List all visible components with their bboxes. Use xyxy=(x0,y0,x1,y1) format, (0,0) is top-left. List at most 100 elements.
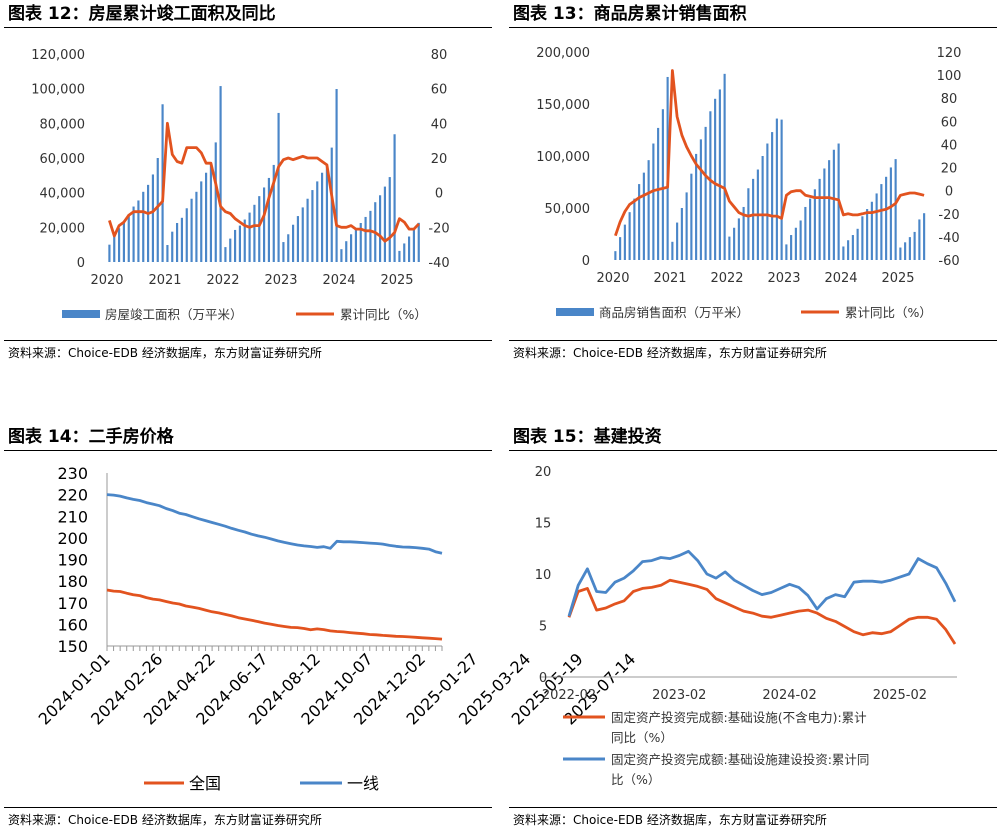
chart-13-plot: 0 50,000 100,000 150,000 200,000 -60 -40 -20 0 20… xyxy=(536,46,962,320)
y2-tick-label: -60 xyxy=(938,254,959,269)
bar xyxy=(122,223,126,262)
y-tick-label: 150,000 xyxy=(536,98,590,113)
bar xyxy=(870,201,873,260)
y2-tick-label: -40 xyxy=(428,256,449,271)
bar xyxy=(417,222,420,262)
y-tick-label: 80,000 xyxy=(40,117,86,132)
bar xyxy=(676,222,679,260)
bar xyxy=(614,251,617,260)
bar xyxy=(311,190,314,262)
y-tick-label: 20 xyxy=(535,465,552,480)
bar xyxy=(918,219,921,260)
source-note: 资料来源：Choice-EDB 经济数据库，东方财富证券研究所 xyxy=(4,807,492,828)
bar xyxy=(790,235,793,260)
y2-tick-label: -40 xyxy=(938,231,959,246)
bar xyxy=(407,236,411,262)
series-line xyxy=(614,69,925,237)
y-tick-label: 210 xyxy=(57,507,88,526)
legend-label: 全国 xyxy=(189,774,221,793)
x-tick-label: 2024 xyxy=(322,273,355,288)
x-tick-label: 2025 xyxy=(380,273,413,288)
bar xyxy=(690,173,693,260)
x-tick-label: 2022-02 xyxy=(542,688,596,703)
legend-swatch-bar xyxy=(62,310,100,318)
bar xyxy=(204,172,208,262)
y-tick-label: 50,000 xyxy=(545,202,591,217)
bar xyxy=(661,109,664,260)
legend-label: 比（%） xyxy=(611,772,660,787)
bar xyxy=(209,162,213,262)
source-note: 资料来源：Choice-EDB 经济数据库，东方财富证券研究所 xyxy=(509,807,997,828)
bar xyxy=(794,227,797,260)
bar xyxy=(282,242,285,262)
bar xyxy=(369,210,372,262)
x-tick-label: 2023-02 xyxy=(652,688,706,703)
legend-label: 一线 xyxy=(347,774,379,793)
bar xyxy=(913,231,916,260)
legend-label: 固定资产投资完成额:基础设施建设投资:累计同 xyxy=(611,752,869,767)
bar xyxy=(728,236,731,260)
bar xyxy=(699,139,702,260)
bar xyxy=(647,160,650,260)
x-tick-label: 2022 xyxy=(206,273,239,288)
y-tick-label: 190 xyxy=(57,551,88,570)
bar xyxy=(737,218,740,260)
chart-title: 图表 15：基建投资 xyxy=(509,423,997,451)
source-note: 资料来源：Choice-EDB 经济数据库，东方财富证券研究所 xyxy=(4,340,492,361)
y-tick-label: 0 xyxy=(77,256,85,271)
y-tick-label: 160 xyxy=(57,615,88,634)
bar xyxy=(714,98,717,260)
source-note: 资料来源：Choice-EDB 经济数据库，东方财富证券研究所 xyxy=(509,340,997,361)
bar xyxy=(861,216,864,260)
y2-tick-label: 100 xyxy=(937,69,962,84)
x-tick-label: 2023 xyxy=(264,273,297,288)
y2-tick-label: 60 xyxy=(431,83,448,98)
chart-15-plot: 0 5 10 15 20 2022-02 2023-02 2024-02 2025-02 固定资产… xyxy=(535,465,957,787)
bar xyxy=(799,220,802,260)
y2-tick-label: 40 xyxy=(941,138,958,153)
bar xyxy=(766,143,769,260)
bar xyxy=(388,177,391,262)
x-tick-label: 2025 xyxy=(881,271,914,286)
bar xyxy=(771,132,774,260)
y2-tick-label: 0 xyxy=(435,187,443,202)
bar xyxy=(340,249,343,262)
bar xyxy=(253,204,256,262)
legend-label: 固定资产投资完成额:基础设施(不含电力):累计 xyxy=(611,710,867,725)
bar xyxy=(113,235,116,262)
bar xyxy=(742,206,745,260)
bar xyxy=(117,228,121,262)
bar xyxy=(306,198,309,262)
bar xyxy=(785,244,788,260)
y-tick-label: 120,000 xyxy=(31,48,85,63)
chart-12-plot: 0 20,000 40,000 60,000 80,000 100,000 120,000 -… xyxy=(31,48,449,322)
bar xyxy=(301,207,304,262)
bar xyxy=(175,223,179,262)
series-line xyxy=(567,549,957,617)
y-tick-label: 200,000 xyxy=(536,46,590,61)
y2-tick-label: 60 xyxy=(941,115,958,130)
bar xyxy=(923,213,926,260)
bar xyxy=(880,184,883,260)
bar xyxy=(747,188,750,260)
bar xyxy=(894,159,897,260)
y-tick-label: 100,000 xyxy=(31,83,85,98)
bar xyxy=(190,198,193,262)
y-tick-label: 15 xyxy=(535,517,552,532)
bar xyxy=(132,206,135,262)
bar xyxy=(349,234,353,262)
bar xyxy=(804,206,807,260)
bar xyxy=(652,143,655,260)
y2-tick-label: -20 xyxy=(428,221,449,236)
bar xyxy=(842,246,845,260)
bar xyxy=(818,178,821,260)
y-tick-label: 5 xyxy=(539,620,547,635)
bar xyxy=(657,127,660,260)
bar xyxy=(335,89,338,262)
bar xyxy=(383,186,387,262)
bar xyxy=(904,242,907,260)
bar xyxy=(195,191,198,262)
y-tick-label: 0 xyxy=(582,254,590,269)
bar xyxy=(718,89,721,260)
bar xyxy=(723,73,726,260)
